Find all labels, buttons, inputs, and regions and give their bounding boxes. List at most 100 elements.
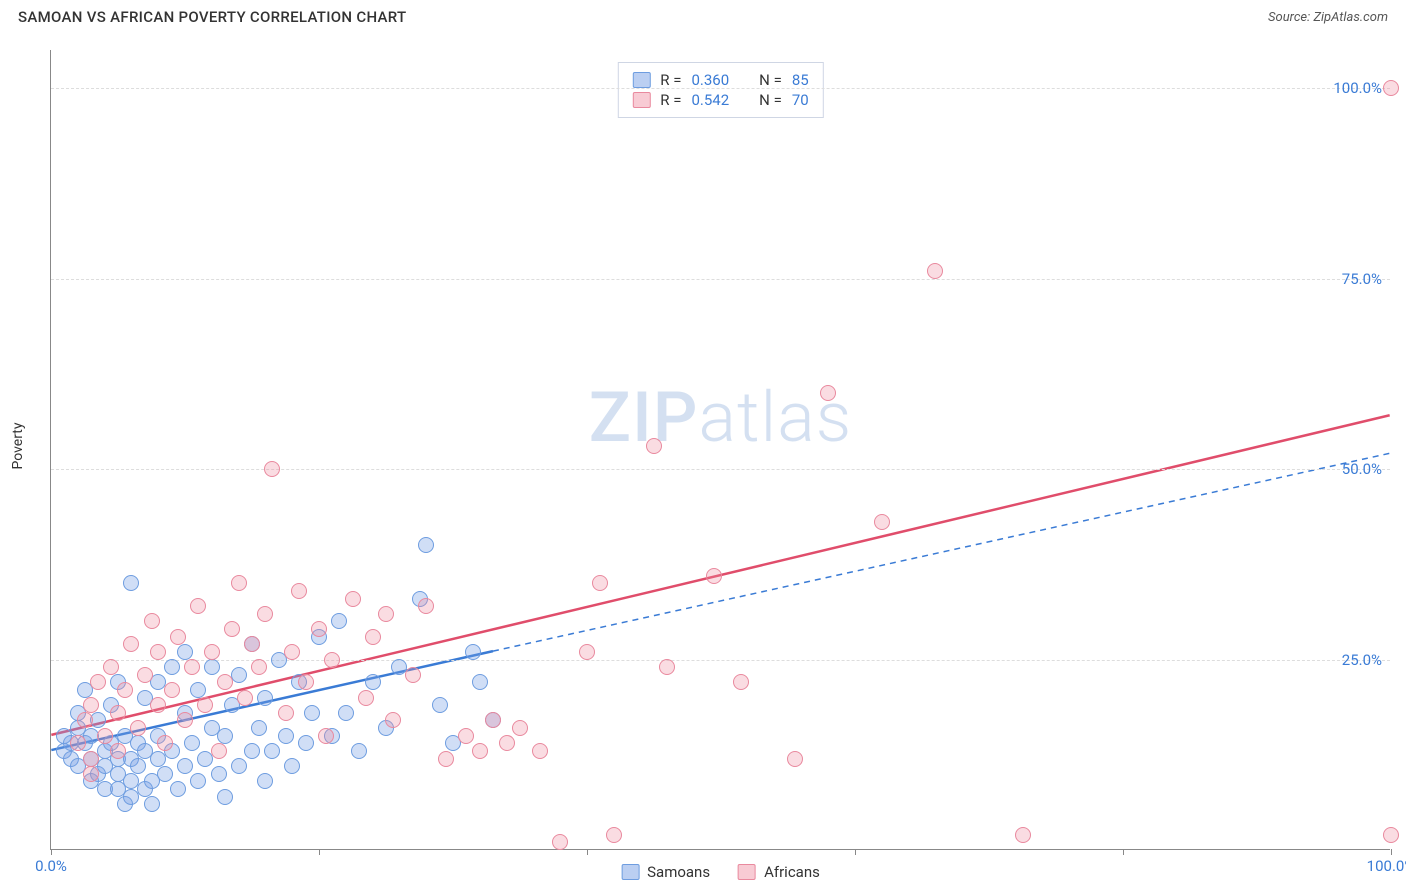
scatter-point (592, 575, 608, 591)
stat-n-label-2: N = (759, 91, 782, 109)
scatter-point (418, 598, 434, 614)
scatter-point (378, 606, 394, 622)
scatter-point (365, 629, 381, 645)
chart-title: SAMOAN VS AFRICAN POVERTY CORRELATION CH… (18, 8, 406, 26)
scatter-point (311, 621, 327, 637)
gridline-h (51, 88, 1390, 89)
scatter-point (130, 720, 146, 736)
scatter-point (157, 766, 173, 782)
scatter-point (103, 659, 119, 675)
scatter-point (264, 743, 280, 759)
plot-canvas: ZIPatlas R = 0.360 N = 85 R = 0.542 N = … (50, 50, 1390, 850)
scatter-point (338, 705, 354, 721)
scatter-point (345, 591, 361, 607)
stats-row-africans: R = 0.542 N = 70 (632, 91, 808, 109)
scatter-point (83, 766, 99, 782)
legend-label-africans: Africans (764, 863, 820, 881)
stat-n-val-africans: 70 (792, 91, 809, 109)
scatter-point (110, 743, 126, 759)
scatter-point (706, 568, 722, 584)
scatter-point (70, 735, 86, 751)
gridline-h (51, 279, 1390, 280)
x-tick-label: 100.0% (1367, 857, 1406, 875)
scatter-point (458, 728, 474, 744)
scatter-point (144, 613, 160, 629)
watermark: ZIPatlas (589, 377, 853, 459)
scatter-point (157, 735, 173, 751)
scatter-point (1015, 827, 1031, 843)
scatter-point (874, 514, 890, 530)
legend-bottom: Samoans Africans (621, 863, 820, 881)
x-tick-mark (319, 849, 320, 855)
x-tick-label: 0.0% (35, 857, 67, 875)
scatter-point (204, 644, 220, 660)
scatter-point (278, 705, 294, 721)
scatter-point (137, 667, 153, 683)
source-label: Source: (1268, 10, 1310, 25)
scatter-point (170, 629, 186, 645)
stat-r-val-africans: 0.542 (691, 91, 729, 109)
scatter-point (324, 652, 340, 668)
scatter-point (177, 712, 193, 728)
scatter-point (1383, 827, 1399, 843)
scatter-point (820, 385, 836, 401)
swatch-blue-icon (632, 72, 650, 88)
scatter-point (418, 537, 434, 553)
y-tick-label: 50.0% (1342, 460, 1382, 478)
scatter-point (257, 773, 273, 789)
scatter-point (927, 263, 943, 279)
y-axis-label: Poverty (10, 422, 26, 469)
legend-item-samoans: Samoans (621, 863, 710, 881)
scatter-point (438, 751, 454, 767)
scatter-point (472, 674, 488, 690)
stat-n-val-samoans: 85 (792, 71, 809, 89)
scatter-point (144, 796, 160, 812)
scatter-point (512, 720, 528, 736)
scatter-point (244, 743, 260, 759)
scatter-point (646, 438, 662, 454)
x-tick-mark (51, 849, 52, 855)
scatter-point (90, 674, 106, 690)
scatter-point (351, 743, 367, 759)
scatter-point (579, 644, 595, 660)
scatter-point (83, 697, 99, 713)
scatter-point (278, 728, 294, 744)
gridline-h (51, 660, 1390, 661)
scatter-point (184, 735, 200, 751)
scatter-point (204, 659, 220, 675)
legend-label-samoans: Samoans (647, 863, 710, 881)
scatter-point (217, 789, 233, 805)
x-tick-mark (855, 849, 856, 855)
x-tick-mark (1391, 849, 1392, 855)
stats-row-samoans: R = 0.360 N = 85 (632, 71, 808, 89)
scatter-point (733, 674, 749, 690)
scatter-point (331, 613, 347, 629)
stat-r-label: R = (660, 71, 681, 89)
scatter-point (130, 758, 146, 774)
scatter-point (244, 636, 260, 652)
scatter-point (150, 644, 166, 660)
scatter-point (164, 682, 180, 698)
stats-legend-box: R = 0.360 N = 85 R = 0.542 N = 70 (617, 62, 823, 118)
scatter-point (318, 728, 334, 744)
scatter-point (197, 697, 213, 713)
watermark-bold: ZIP (589, 377, 699, 459)
x-tick-mark (1123, 849, 1124, 855)
scatter-point (532, 743, 548, 759)
scatter-point (606, 827, 622, 843)
scatter-point (659, 659, 675, 675)
scatter-point (264, 461, 280, 477)
scatter-point (97, 728, 113, 744)
scatter-point (251, 720, 267, 736)
scatter-point (190, 773, 206, 789)
scatter-point (787, 751, 803, 767)
scatter-point (224, 621, 240, 637)
scatter-point (211, 743, 227, 759)
scatter-point (184, 659, 200, 675)
scatter-point (251, 659, 267, 675)
scatter-point (217, 728, 233, 744)
chart-source: Source: ZipAtlas.com (1268, 10, 1388, 25)
scatter-point (83, 751, 99, 767)
scatter-point (257, 690, 273, 706)
scatter-point (499, 735, 515, 751)
